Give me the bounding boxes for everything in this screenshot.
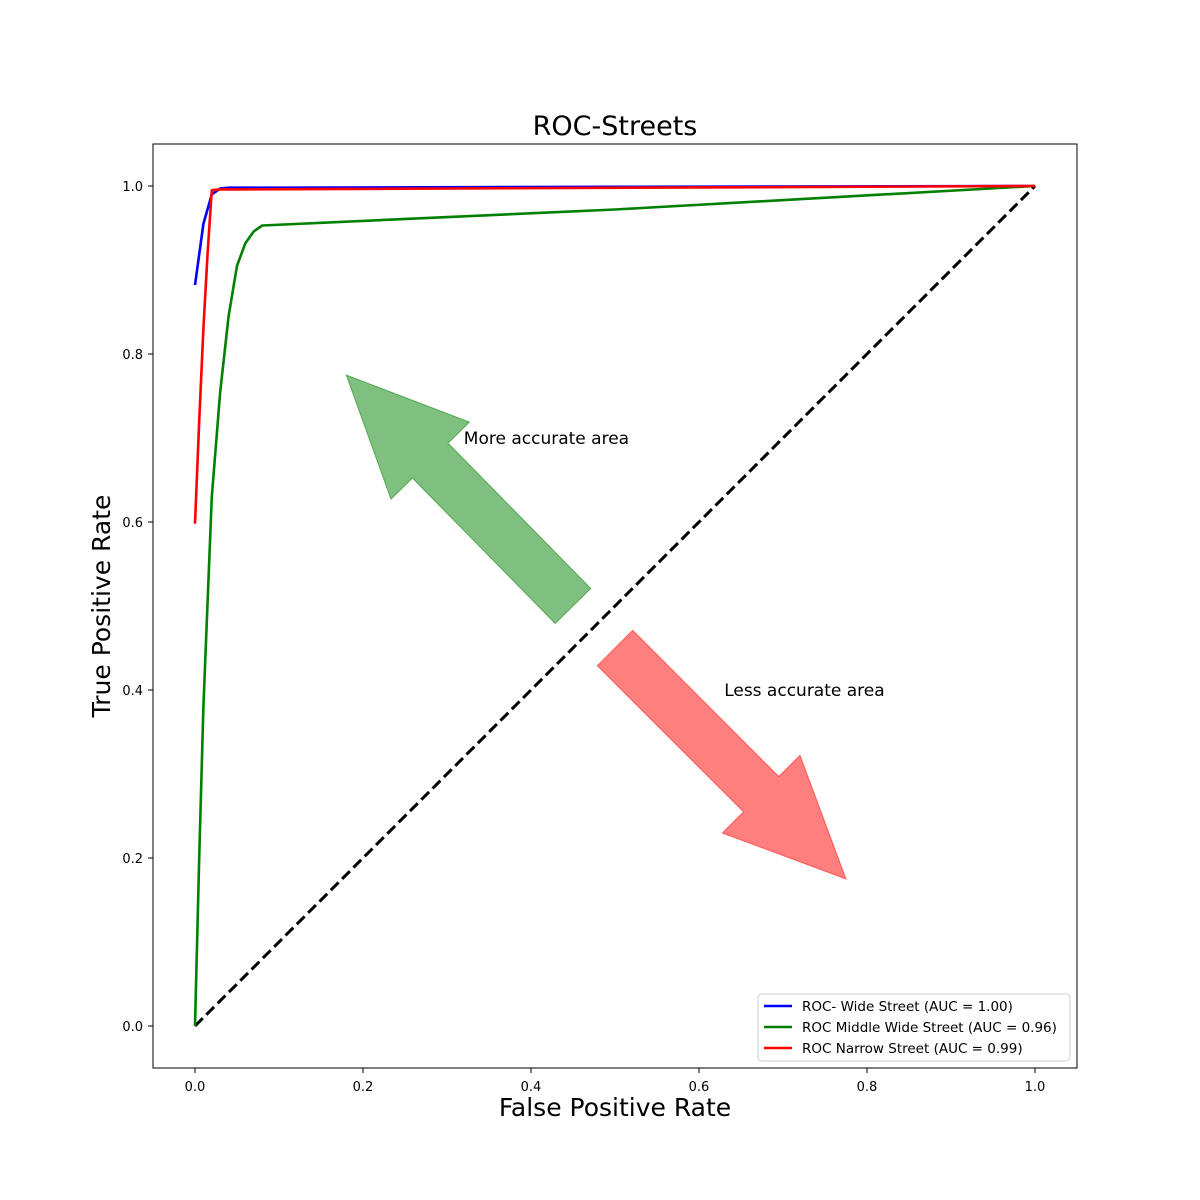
- y-axis: 0.0 0.2 0.4 0.6 0.8 1.0: [122, 180, 153, 1035]
- y-tick-label: 0.6: [122, 516, 143, 531]
- y-tick-label: 1.0: [122, 180, 143, 195]
- y-tick-label: 0.2: [122, 852, 143, 867]
- less-accurate-label: Less accurate area: [724, 681, 884, 701]
- x-tick-label: 1.0: [1025, 1080, 1046, 1095]
- legend-label: ROC Middle Wide Street (AUC = 0.96): [802, 1020, 1057, 1036]
- legend-label: ROC Narrow Street (AUC = 0.99): [802, 1041, 1023, 1057]
- arrows-layer: [345, 374, 847, 880]
- series-layer: [193, 184, 1036, 1027]
- legend: ROC- Wide Street (AUC = 1.00) ROC Middle …: [757, 993, 1071, 1062]
- plot-area: More accurate area Less accurate area: [152, 143, 1078, 1069]
- y-tick-label: 0.0: [122, 1020, 143, 1035]
- x-tick-label: 0.2: [353, 1080, 374, 1095]
- x-tick-label: 0.6: [689, 1080, 710, 1095]
- reference-diagonal-line: [193, 184, 1037, 1028]
- more-accurate-arrow: [345, 374, 592, 625]
- x-tick-label: 0.8: [857, 1080, 878, 1095]
- y-tick-label: 0.8: [122, 348, 143, 363]
- x-axis-label: False Positive Rate: [499, 1093, 731, 1122]
- x-tick-label: 0.0: [185, 1080, 206, 1095]
- annotation-text-layer: More accurate area Less accurate area: [464, 429, 885, 701]
- narrow-street-roc-line: [193, 184, 1036, 524]
- y-axis-label: True Positive Rate: [87, 495, 116, 719]
- x-tick-label: 0.4: [521, 1080, 542, 1095]
- less-accurate-arrow: [596, 629, 847, 880]
- more-accurate-label: More accurate area: [464, 429, 629, 449]
- plot-frame: [152, 143, 1078, 1069]
- middle-wide-street-roc-line: [193, 184, 1036, 1027]
- reference-line-layer: [193, 184, 1037, 1028]
- y-tick-label: 0.4: [122, 684, 143, 699]
- legend-box: [757, 993, 1071, 1062]
- x-axis: 0.0 0.2 0.4 0.6 0.8 1.0: [185, 1068, 1046, 1095]
- legend-label: ROC- Wide Street (AUC = 1.00): [802, 999, 1013, 1015]
- chart-title: ROC-Streets: [533, 111, 698, 142]
